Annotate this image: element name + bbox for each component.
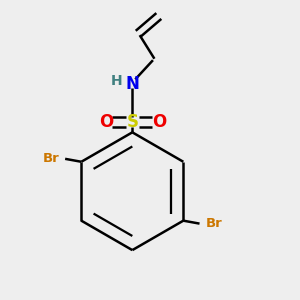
Text: O: O (99, 113, 113, 131)
Text: O: O (152, 113, 166, 131)
Text: S: S (126, 113, 138, 131)
Text: Br: Br (43, 152, 59, 165)
Text: H: H (110, 74, 122, 88)
Text: Br: Br (206, 217, 222, 230)
Text: N: N (125, 75, 139, 93)
